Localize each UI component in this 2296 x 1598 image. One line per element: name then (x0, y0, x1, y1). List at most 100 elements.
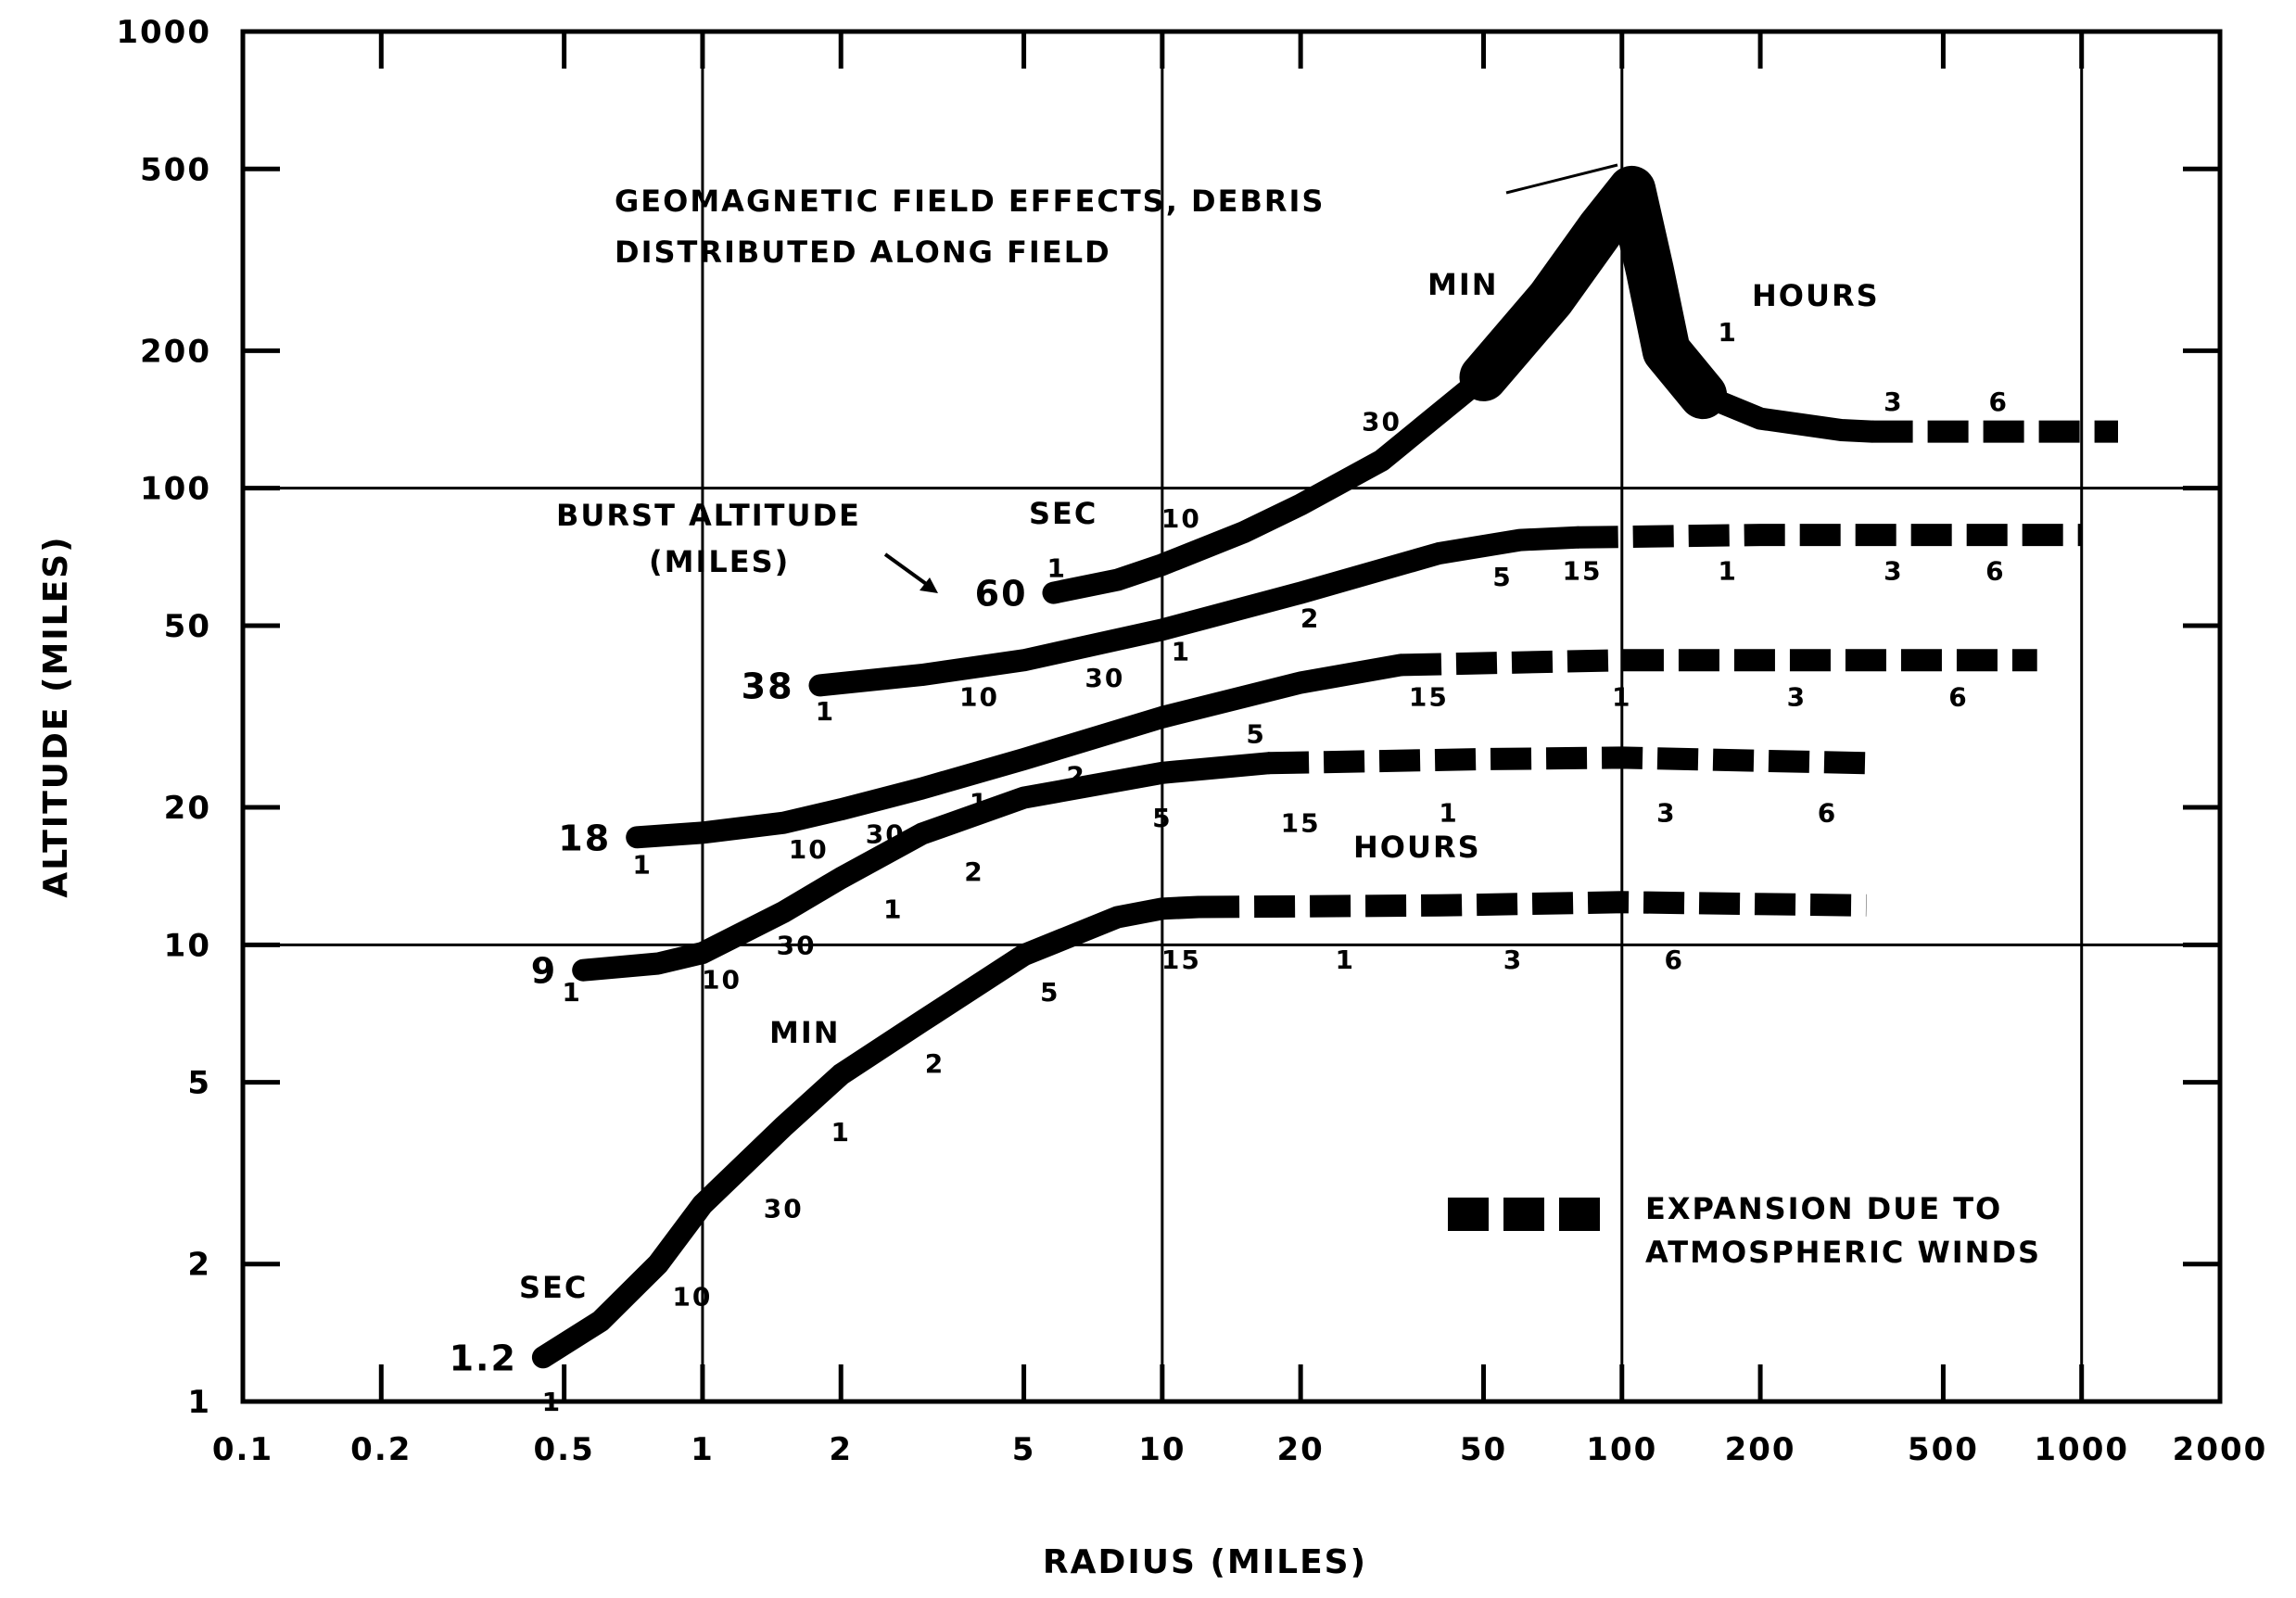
time-mark-label: 15 (1409, 681, 1449, 712)
legend-text-line-1: EXPANSION DUE TO (1645, 1191, 2002, 1226)
series-layer: 1.2 9 18 38 60 (450, 165, 2118, 1378)
time-mark-label: 3 (1656, 797, 1676, 828)
x-tick-label: 0.1 (212, 1431, 273, 1468)
x-tick-label: 1000 (2034, 1431, 2129, 1468)
x-tick-label: 2000 (2173, 1431, 2268, 1468)
x-tick-label: 5 (1012, 1431, 1036, 1468)
time-mark-label: 1 (1510, 312, 1529, 343)
series-line-solid (531, 895, 1211, 1369)
time-mark-label: 2 (1066, 761, 1085, 792)
time-mark-label: 1 (831, 1117, 850, 1148)
burst-altitude-arrow (883, 552, 931, 588)
y-tick-label: 20 (164, 790, 211, 827)
time-mark-label: 2 (925, 1048, 945, 1079)
time-mark-label: 6 (1665, 945, 1684, 975)
legend-dash-1 (1448, 1198, 1489, 1231)
sec-label-top: SEC (1029, 496, 1097, 531)
geomagnetic-line-2: DISTRIBUTED ALONG FIELD (615, 235, 1111, 270)
time-mark-label: 5 (1246, 719, 1265, 750)
y-tick-label: 1000 (116, 14, 211, 51)
min-label-bottom: MIN (769, 1015, 841, 1050)
series-label: 60 (975, 574, 1028, 615)
time-mark-label: 6 (1988, 387, 2008, 417)
time-mark-label: 15 (1563, 556, 1603, 587)
x-axis-label: RADIUS (MILES) (1043, 1543, 1367, 1581)
y-tick-label: 200 (140, 333, 211, 370)
series-38: 38 (742, 524, 2082, 706)
burst-altitude-line-1: BURST ALTITUDE (556, 498, 861, 533)
series-label: 1.2 (450, 1338, 517, 1378)
x-tick-label: 10 (1138, 1431, 1186, 1468)
series-line-dashed (1400, 649, 2037, 677)
time-mark-label: 30 (764, 1193, 804, 1224)
y-tick-label: 1 (187, 1384, 211, 1421)
geomagnetic-peak-band (1459, 165, 1728, 420)
sec-label-bottom: SEC (519, 1270, 588, 1305)
time-mark-label: 15 (1161, 945, 1201, 975)
time-mark-label: 3 (1503, 945, 1523, 975)
time-mark-label: 1 (1439, 797, 1458, 828)
burst-altitude-line-2: (MILES) (649, 544, 790, 579)
y-tick-label: 5 (187, 1065, 211, 1102)
legend-dash-3 (1559, 1198, 1600, 1231)
geomagnetic-line-1: GEOMAGNETIC FIELD EFFECTS, DEBRIS (615, 184, 1325, 219)
series-line-solid (808, 526, 1589, 697)
series-9: 9 (531, 746, 1867, 992)
burst-altitude-annotation: BURST ALTITUDE (MILES) (556, 498, 938, 593)
x-tick-label: 0.2 (350, 1431, 412, 1468)
time-mark-label: 3 (1884, 387, 1903, 417)
series-1.2: 1.2 (450, 891, 1867, 1378)
time-mark-label: 1 (542, 1387, 562, 1417)
time-mark-label: 10 (672, 1281, 712, 1312)
time-mark-label: 15 (1281, 808, 1321, 839)
burst-altitude-arrowhead (920, 577, 938, 593)
series-line-dashed (1267, 746, 1867, 775)
time-mark-label: 2 (1300, 603, 1320, 634)
legend: EXPANSION DUE TO ATMOSPHERIC WINDS (1448, 1191, 2039, 1270)
series-18: 18 (558, 649, 2037, 858)
time-mark-label: 1 (562, 977, 581, 1008)
time-mark-label: 30 (1362, 407, 1402, 438)
time-mark-label: 10 (959, 681, 999, 712)
time-mark-label: 1 (1612, 681, 1631, 712)
geomagnetic-leader (1505, 163, 1618, 195)
geomagnetic-annotation: GEOMAGNETIC FIELD EFFECTS, DEBRIS DISTRI… (615, 163, 1618, 270)
x-tick-label: 20 (1276, 1431, 1324, 1468)
series-label: 38 (742, 666, 794, 706)
series-line-dashed (1577, 524, 2082, 549)
time-mark-label: 5 (1492, 562, 1512, 592)
time-mark-label: 3 (1884, 556, 1903, 587)
x-tick-label: 100 (1586, 1431, 1657, 1468)
y-tick-label: 500 (140, 151, 211, 188)
time-mark-label: 10 (789, 834, 829, 865)
x-tick-label: 1 (691, 1431, 715, 1468)
time-mark-label: 5 (1152, 803, 1172, 833)
time-mark-label: 1 (970, 788, 989, 818)
x-tick-label: 50 (1460, 1431, 1507, 1468)
time-mark-label: 6 (1985, 556, 2005, 587)
time-mark-label: 1 (1335, 945, 1354, 975)
y-tick-label: 50 (164, 608, 211, 645)
hours-label-mid: HOURS (1353, 830, 1481, 865)
y-tick-label: 100 (140, 471, 211, 508)
plot-frame (240, 29, 2223, 1404)
y-tick-label: 10 (164, 927, 211, 964)
x-tick-label: 0.5 (534, 1431, 595, 1468)
series-line-dashed (1199, 891, 1867, 919)
axis-ticks (240, 29, 2223, 1404)
y-tick-label: 2 (187, 1247, 211, 1284)
x-tick-label: 500 (1908, 1431, 1979, 1468)
time-mark-label: 30 (866, 819, 906, 850)
time-mark-label: 5 (1040, 977, 1059, 1008)
time-mark-label: 10 (702, 965, 742, 996)
x-tick-labels: 0.1 0.2 0.5 1 2 5 10 20 50 100 200 500 1000 2000 (212, 1431, 2268, 1468)
grid-lines (243, 32, 2220, 1401)
time-mark-label: 1 (1172, 636, 1191, 666)
time-mark-label: 6 (1948, 681, 1968, 712)
time-mark-label: 1 (883, 894, 903, 924)
series-label: 18 (558, 818, 611, 858)
time-mark-label: 1 (816, 696, 835, 727)
series-label: 9 (531, 951, 557, 992)
